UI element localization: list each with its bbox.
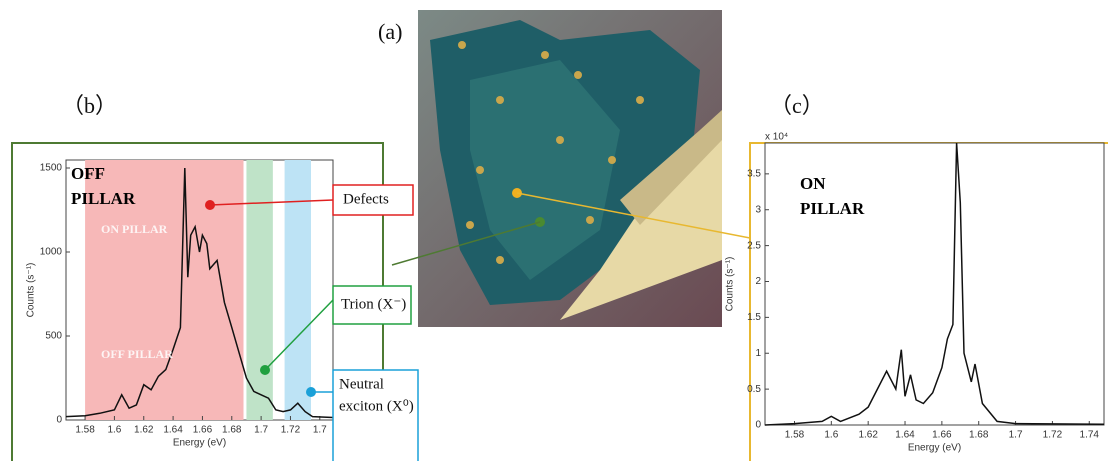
x-tick-label: 1.68 xyxy=(222,425,242,436)
x-tick-label: 1.74 xyxy=(1080,430,1100,441)
y-tick-label: 2 xyxy=(755,276,761,287)
x-tick-label: 1.7 xyxy=(313,425,327,436)
y-tick-label: 1500 xyxy=(40,163,63,174)
marker xyxy=(260,365,270,375)
overlay-label: ON PILLAR xyxy=(101,222,168,236)
x-tick-label: 1.6 xyxy=(824,430,838,441)
y-tick-label: 1 xyxy=(755,348,761,359)
x-tick-label: 1.66 xyxy=(932,430,952,441)
marker xyxy=(306,387,316,397)
x-tick-label: 1.66 xyxy=(193,425,213,436)
x-tick-label: 1.7 xyxy=(1009,430,1023,441)
x-tick-label: 1.62 xyxy=(858,430,878,441)
shaded-band xyxy=(285,160,311,420)
x-tick-label: 1.58 xyxy=(75,425,95,436)
x-tick-label: 1.6 xyxy=(107,425,121,436)
callout-text: exciton (X⁰) xyxy=(339,398,414,414)
inset-title: OFF xyxy=(71,164,105,183)
overlay-label: OFF PILLAR xyxy=(101,347,173,361)
x-tick-label: 1.64 xyxy=(895,430,915,441)
panel-label: （b） xyxy=(62,93,117,118)
y-axis-label: Counts (s⁻¹) xyxy=(725,257,736,312)
y-tick-label: 2.5 xyxy=(747,240,761,251)
y-tick-label: 1000 xyxy=(40,247,63,258)
x-tick-label: 1.7 xyxy=(254,425,268,436)
x-tick-label: 1.58 xyxy=(785,430,805,441)
x-tick-label: 1.64 xyxy=(163,425,183,436)
micrograph xyxy=(418,10,722,327)
y-axis-label: Counts (s⁻¹) xyxy=(26,263,37,318)
inset-title: PILLAR xyxy=(800,199,865,218)
figure: (a) （b） （c） 1.581.61.621.641.661.681.71.… xyxy=(0,0,1108,461)
y-tick-label: 0 xyxy=(56,415,62,426)
x-tick-label: 1.62 xyxy=(134,425,154,436)
x-axis-label: Energy (eV) xyxy=(908,443,961,454)
shaded-band xyxy=(246,160,272,420)
panel-label: （c） xyxy=(770,93,824,118)
panel-label: (a) xyxy=(378,19,402,44)
y-tick-label: 0.5 xyxy=(747,384,761,395)
marker xyxy=(205,200,215,210)
y-tick-label: 3.5 xyxy=(747,168,761,179)
x-tick-label: 1.72 xyxy=(281,425,301,436)
x-axis-label: Energy (eV) xyxy=(173,438,226,449)
callout-text: Defects xyxy=(343,191,389,207)
y-tick-label: 3 xyxy=(755,204,761,215)
x-tick-label: 1.72 xyxy=(1043,430,1063,441)
y-tick-label: 0 xyxy=(755,420,761,431)
x-tick-label: 1.68 xyxy=(969,430,989,441)
callout-text: Neutral xyxy=(339,376,384,392)
y-multiplier: x 10⁴ xyxy=(765,132,788,143)
y-tick-label: 1.5 xyxy=(747,312,761,323)
y-tick-label: 500 xyxy=(45,331,62,342)
inset-title: PILLAR xyxy=(71,189,136,208)
inset-title: ON xyxy=(800,174,826,193)
callout-text: Trion (X⁻) xyxy=(341,296,406,312)
